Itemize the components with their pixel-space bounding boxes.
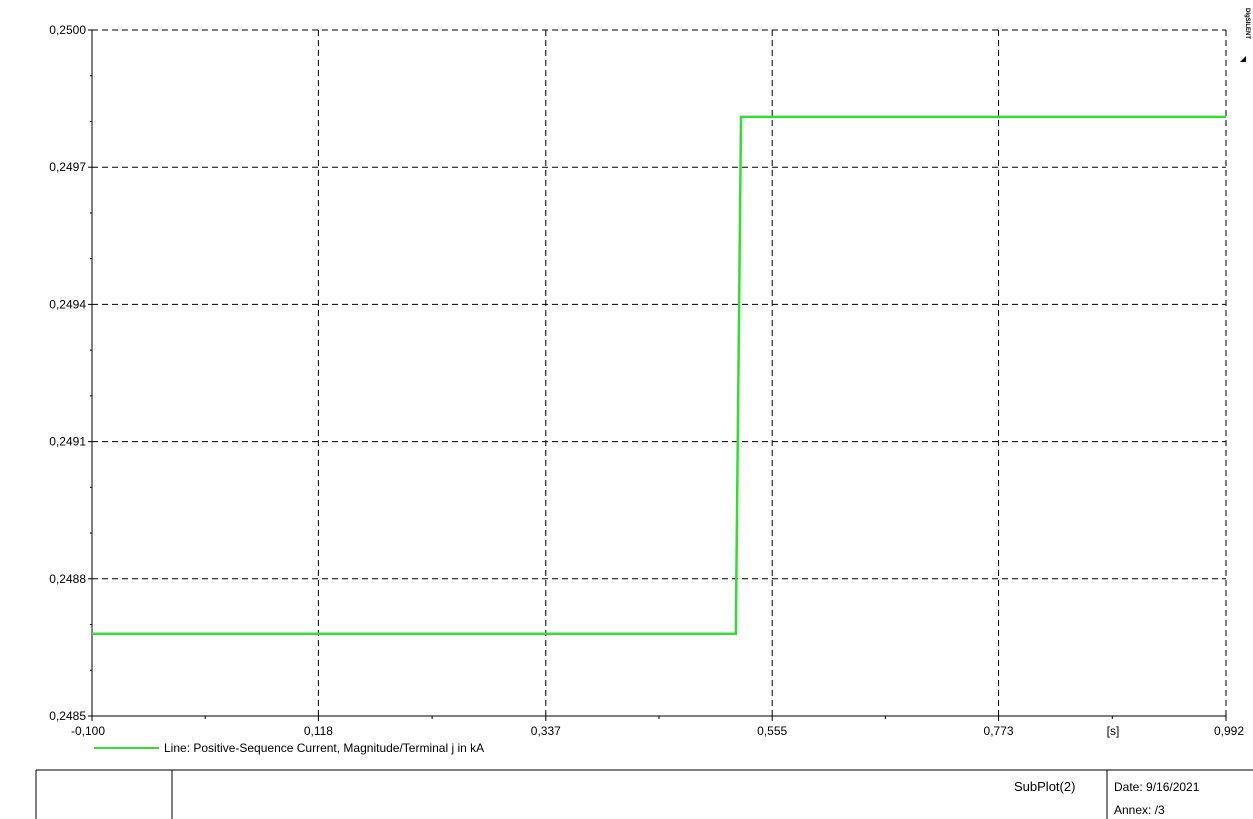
series-group <box>92 115 1226 635</box>
x-tick-label: -0,100 <box>71 724 105 738</box>
footer: SubPlot(2) Date: 9/16/2021 Annex: /3 <box>35 769 1253 819</box>
series-line <box>92 115 1226 635</box>
x-tick-label: 0,337 <box>531 724 561 738</box>
x-tick-label: 0,992 <box>1214 724 1244 738</box>
legend-label: Line: Positive-Sequence Current, Magnitu… <box>164 741 484 755</box>
footer-subplot-label: SubPlot(2) <box>1014 779 1075 794</box>
logo-triangle-icon <box>1240 56 1246 62</box>
x-tick-label: 0,118 <box>304 724 333 738</box>
minor-ticks <box>90 75 1113 719</box>
x-tick-label: 0,555 <box>757 724 787 738</box>
y-tick-label: 0,2485 <box>49 709 86 723</box>
x-unit-label: [s] <box>1107 724 1120 738</box>
grid <box>88 29 1227 721</box>
y-tick-label: 0,2491 <box>49 435 86 449</box>
x-tick-labels: -0,100 0,118 0,337 0,555 0,773 0,992 <box>71 724 1244 738</box>
y-tick-label: 0,2494 <box>49 297 86 311</box>
y-tick-labels: 0,2485 0,2488 0,2491 0,2494 0,2497 0,2500 <box>49 23 86 723</box>
digsilent-logo: DIgSILENT <box>1244 8 1250 39</box>
footer-annex: Annex: /3 <box>1114 803 1165 817</box>
legend: Line: Positive-Sequence Current, Magnitu… <box>94 741 484 755</box>
y-tick-label: 0,2488 <box>49 572 86 586</box>
plot-area <box>91 30 1226 717</box>
footer-date: Date: 9/16/2021 <box>1114 780 1200 794</box>
y-tick-label: 0,2497 <box>49 160 86 174</box>
x-tick-label: 0,773 <box>984 724 1014 738</box>
y-tick-label: 0,2500 <box>49 23 86 37</box>
svg-text:DIgSILENT: DIgSILENT <box>1244 8 1250 39</box>
